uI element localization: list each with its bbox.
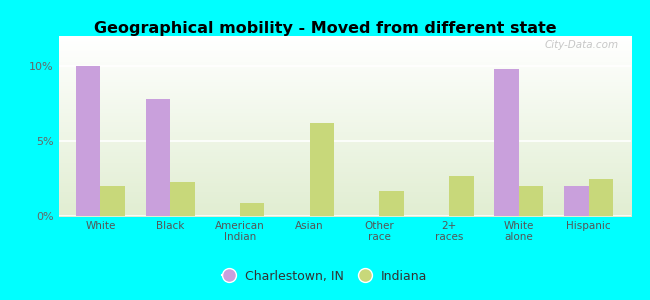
Bar (495, 69, 519, 216)
Bar (309, 123, 334, 216)
Bar (564, 186, 589, 216)
Legend: Charlestown, IN, Indiana: Charlestown, IN, Indiana (217, 265, 433, 288)
Bar (380, 190, 404, 216)
Bar (76, 66, 100, 216)
Bar (146, 99, 170, 216)
Bar (589, 178, 613, 216)
Text: City-Data.com: City-Data.com (545, 40, 619, 50)
Bar (240, 202, 265, 216)
Bar (170, 182, 194, 216)
Text: Geographical mobility - Moved from different state: Geographical mobility - Moved from diffe… (94, 21, 556, 36)
Bar (100, 186, 125, 216)
Bar (449, 176, 474, 216)
Bar (519, 186, 543, 216)
